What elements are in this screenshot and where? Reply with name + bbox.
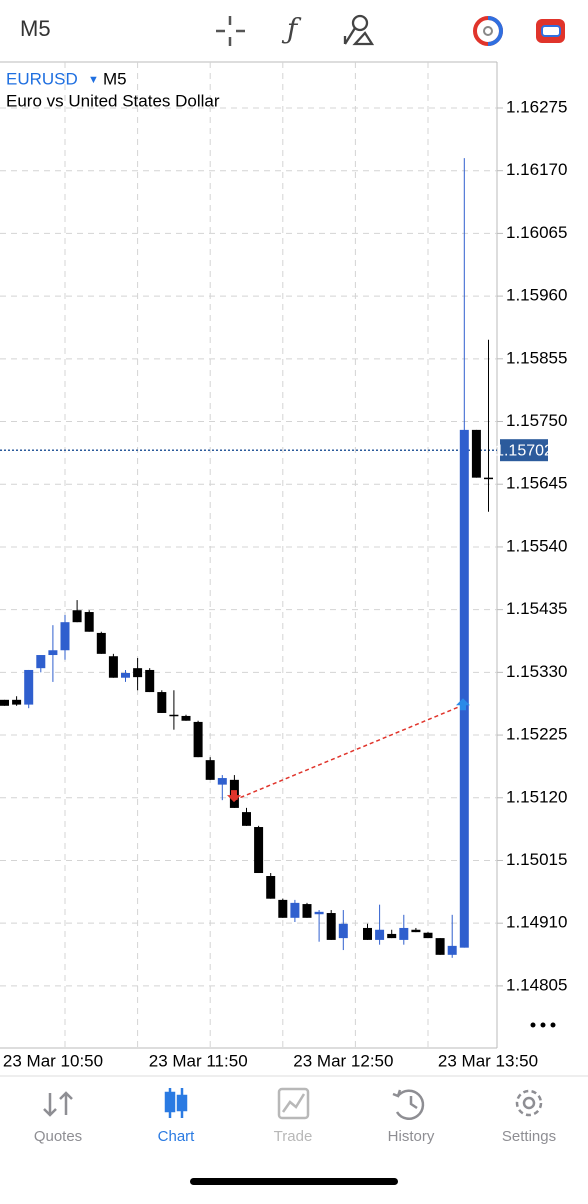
chart-timeframe: M5 [103, 69, 127, 88]
tab-label[interactable]: Chart [158, 1128, 196, 1145]
y-tick-label: 1.15015 [506, 850, 567, 869]
candle-body [326, 913, 336, 940]
candle-body [484, 477, 493, 480]
home-indicator [190, 1178, 398, 1185]
candles [0, 158, 493, 958]
candle-body [133, 668, 143, 678]
y-tick-label: 1.15120 [506, 787, 567, 806]
current-price-box [500, 439, 548, 462]
candle-body [423, 932, 433, 939]
candle-body [84, 612, 94, 632]
y-tick-label: 1.15960 [506, 286, 567, 305]
tab-label[interactable]: Quotes [34, 1128, 82, 1145]
crosshair-icon[interactable] [216, 16, 245, 46]
candle-body [278, 899, 288, 918]
sell-marker [227, 790, 241, 803]
candle-body [411, 929, 421, 933]
candle-body [459, 429, 469, 948]
candle-body [193, 721, 203, 758]
settings-icon[interactable] [515, 1089, 543, 1117]
objects-icon[interactable] [343, 14, 375, 46]
candle-body [169, 714, 179, 717]
grid [0, 62, 503, 1048]
candle-body [242, 812, 251, 826]
candle-body [205, 760, 215, 780]
y-tick-label: 1.14805 [506, 975, 567, 994]
candle-body [24, 669, 34, 705]
y-tick-label: 1.16275 [506, 97, 567, 116]
y-tick-label: 1.14910 [506, 913, 567, 932]
candle-body [338, 923, 348, 939]
candle-body [302, 904, 312, 918]
trade-tab-icon[interactable] [277, 1087, 310, 1120]
candle-body [36, 655, 46, 669]
candle-body [314, 911, 324, 915]
candle-body [108, 656, 118, 678]
history-icon[interactable] [392, 1089, 425, 1120]
candle-body [181, 715, 191, 721]
y-tick-label: 1.15540 [506, 536, 567, 555]
y-tick-label: 1.15855 [506, 348, 567, 367]
candle-body [363, 927, 372, 940]
candle-body [435, 938, 445, 955]
candle-body [12, 699, 22, 705]
indicators-icon[interactable]: ƒ [281, 13, 302, 46]
candle-body [96, 632, 106, 654]
x-tick-label: 23 Mar 10:50 [3, 1051, 103, 1070]
quotes-icon[interactable] [43, 1091, 73, 1117]
trade-line [233, 704, 464, 801]
candle-body [145, 669, 155, 693]
candle-body [72, 610, 82, 623]
tab-bar: Quotes Chart Trade History Settings [34, 1128, 556, 1145]
y-tick-label: 1.15435 [506, 599, 567, 618]
y-tick-label: 1.15645 [506, 474, 567, 493]
more-button[interactable] [530, 1022, 556, 1028]
y-tick-label: 1.15330 [506, 662, 567, 681]
candle-body [290, 902, 300, 918]
timeframe-button[interactable]: M5 [20, 16, 51, 41]
current-price-label: 1.15702 [495, 442, 553, 459]
candle-body [48, 650, 58, 656]
candle-body [254, 827, 264, 874]
chart-icon[interactable] [164, 1088, 188, 1118]
candle-body [387, 933, 397, 939]
symbol-dropdown[interactable]: ▼ [88, 74, 99, 86]
candle-body [399, 927, 409, 940]
y-tick-label: 1.16065 [506, 223, 567, 242]
y-tick-label: 1.15225 [506, 725, 567, 744]
tab-label[interactable]: History [388, 1128, 435, 1145]
trade-icon[interactable] [536, 19, 565, 43]
tab-label[interactable]: Settings [502, 1128, 556, 1145]
y-tick-label: 1.15750 [506, 411, 567, 430]
candle-body [217, 778, 227, 785]
candle-body [447, 945, 457, 955]
candle-body [375, 929, 385, 940]
x-tick-label: 23 Mar 12:50 [293, 1051, 393, 1070]
y-tick-label: 1.16170 [506, 160, 567, 179]
x-tick-label: 23 Mar 11:50 [149, 1051, 248, 1070]
account-icon[interactable] [473, 16, 503, 46]
candle-body [0, 699, 9, 706]
symbol[interactable]: EURUSD [6, 69, 78, 88]
tab-label[interactable]: Trade [274, 1128, 313, 1145]
x-tick-label: 23 Mar 13:50 [438, 1051, 538, 1070]
candle-body [266, 876, 276, 899]
candle-body [60, 622, 70, 651]
candle-body [157, 692, 167, 713]
candle-body [121, 672, 130, 678]
candle-body [471, 429, 481, 478]
buy-marker [456, 698, 470, 711]
chart-title: Euro vs United States Dollar [6, 91, 220, 110]
